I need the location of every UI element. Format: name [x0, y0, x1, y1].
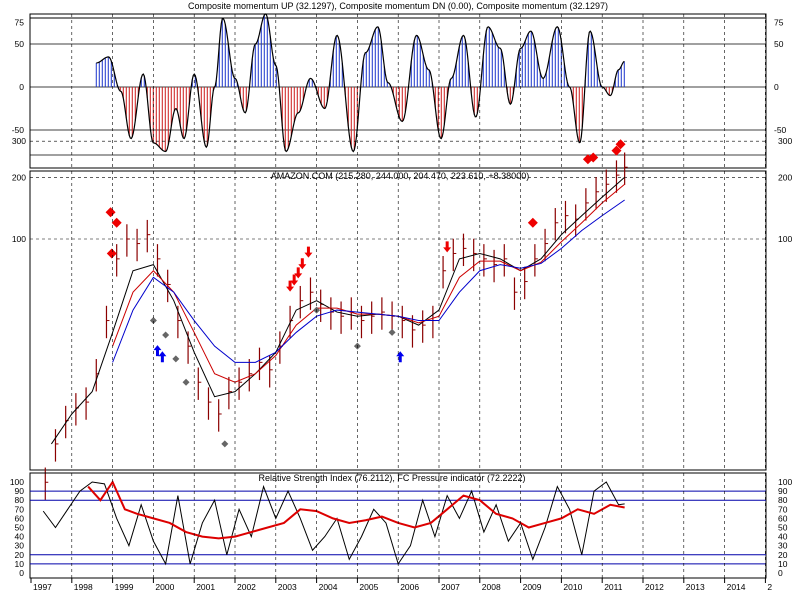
gray-diamond-marker — [172, 355, 180, 363]
rsi-ytick-left: 70 — [15, 504, 25, 514]
red-arrow-down-marker — [290, 274, 299, 286]
momentum-ytick-left: 50 — [15, 39, 25, 49]
x-axis: 1997 1998 1999 2000 2001 2002 2003 2004 2005 2006… — [30, 14, 772, 592]
rsi-ytick-left: 50 — [15, 523, 25, 533]
momentum-ytick-left: -50 — [12, 125, 25, 135]
price-ytick-left: 300 — [12, 136, 26, 146]
rsi-ytick-left: 100 — [10, 477, 24, 487]
red-diamond-marker — [588, 152, 599, 163]
rsi-ytick-left: 20 — [15, 550, 25, 560]
rsi-ytick-right: 10 — [778, 559, 788, 569]
x-tick-label: 2011 — [604, 582, 623, 592]
gray-diamond-marker — [182, 378, 190, 386]
blue-arrow-up-marker — [396, 351, 405, 363]
rsi-line — [42, 481, 625, 566]
red-arrow-down-marker — [304, 246, 313, 258]
rsi-ytick-left: 40 — [15, 532, 25, 542]
rsi-ytick-left: 90 — [15, 486, 25, 496]
gray-diamond-marker — [221, 440, 229, 448]
rsi-ytick-right: 60 — [778, 513, 788, 523]
rsi-ytick-right: 90 — [778, 486, 788, 496]
rsi-ytick-right: 100 — [778, 477, 792, 487]
red-diamond-marker — [611, 145, 622, 156]
gray-diamond-marker — [162, 331, 170, 339]
x-tick-label: 2005 — [359, 582, 378, 592]
momentum-ytick-right: -50 — [774, 125, 787, 135]
x-tick-label: 2007 — [441, 582, 460, 592]
rsi-ytick-left: 10 — [15, 559, 25, 569]
momentum-title: Composite momentum UP (32.1297), Composi… — [188, 1, 608, 11]
red-arrow-down-marker — [443, 241, 452, 253]
x-tick-label: 2004 — [319, 582, 338, 592]
red-diamond-marker — [106, 248, 117, 259]
red-arrow-down-marker — [298, 258, 307, 270]
gray-diamond-marker — [388, 328, 396, 336]
price-ytick-right: 300 — [778, 136, 792, 146]
red-diamond-marker — [615, 139, 626, 150]
momentum-ytick-right: 75 — [774, 18, 784, 28]
price-title: AMAZON.COM (215.280, 244.000, 204.470, 2… — [271, 171, 529, 181]
x-tick-label: 1998 — [74, 582, 93, 592]
x-tick-label: 2009 — [523, 582, 542, 592]
x-tick-label: 2000 — [155, 582, 174, 592]
x-tick-label: 2013 — [686, 582, 705, 592]
rsi-ytick-right: 0 — [778, 568, 783, 578]
x-tick-label: 2003 — [278, 582, 297, 592]
x-tick-label: 1999 — [115, 582, 134, 592]
rsi-ytick-right: 20 — [778, 550, 788, 560]
fc-pressure-line — [87, 479, 625, 540]
rsi-ytick-left: 60 — [15, 513, 25, 523]
x-tick-label: 2 — [767, 582, 772, 592]
red-diamond-marker — [527, 217, 538, 228]
rsi-ytick-right: 40 — [778, 532, 788, 542]
rsi-ytick-left: 80 — [15, 495, 25, 505]
price-ma-mid-line — [112, 183, 625, 383]
x-tick-label: 2014 — [727, 582, 746, 592]
rsi-ytick-right: 80 — [778, 495, 788, 505]
x-tick-label: 2008 — [482, 582, 501, 592]
momentum-ytick-left: 75 — [15, 18, 25, 28]
rsi-ytick-left: 0 — [19, 568, 24, 578]
x-tick-label: 2002 — [237, 582, 256, 592]
rsi-ytick-left: 30 — [15, 541, 25, 551]
rsi-ytick-right: 70 — [778, 504, 788, 514]
red-arrow-down-marker — [286, 280, 295, 292]
price-ytick-right: 200 — [778, 172, 792, 182]
x-tick-label: 2010 — [563, 582, 582, 592]
blue-arrow-up-marker — [153, 345, 162, 357]
x-tick-label: 2001 — [196, 582, 215, 592]
x-tick-label: 2012 — [645, 582, 664, 592]
price-ytick-right: 100 — [778, 234, 792, 244]
x-tick-label: 1997 — [33, 582, 52, 592]
rsi-ytick-right: 50 — [778, 523, 788, 533]
momentum-ytick-right: 50 — [774, 39, 784, 49]
red-arrow-down-marker — [294, 267, 303, 279]
momentum-ytick-right: 0 — [774, 82, 779, 92]
momentum-ytick-left: 0 — [19, 82, 24, 92]
rsi-title: Relative Strength Index (76.2112), FC Pr… — [259, 473, 526, 483]
red-diamond-marker — [105, 207, 116, 218]
rsi-ytick-right: 30 — [778, 541, 788, 551]
price-ytick-left: 100 — [12, 234, 26, 244]
red-diamond-marker — [111, 217, 122, 228]
x-tick-label: 2006 — [400, 582, 419, 592]
blue-arrow-up-marker — [158, 351, 167, 363]
gray-diamond-marker — [149, 317, 157, 325]
price-ytick-left: 200 — [12, 172, 26, 182]
momentum-line — [96, 13, 625, 153]
momentum-panel: 75 75 50 50 0 0 -50 -50 — [12, 13, 787, 169]
price-ma-slow-line — [112, 199, 625, 363]
